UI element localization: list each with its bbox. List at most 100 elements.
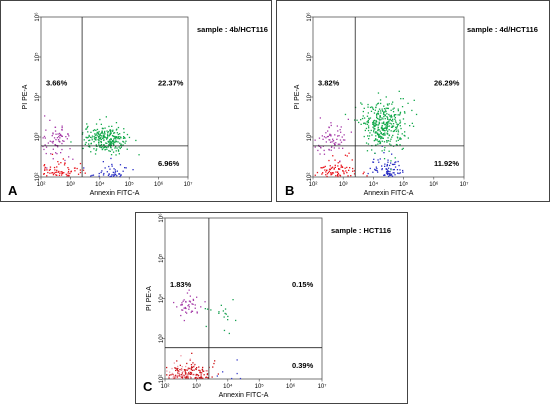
event-point xyxy=(175,367,177,369)
event-point xyxy=(231,377,233,380)
event-point xyxy=(383,105,385,107)
event-point xyxy=(395,128,397,130)
x-tick-label: 10² xyxy=(37,182,46,188)
event-point xyxy=(51,153,54,155)
event-point xyxy=(55,139,57,141)
event-point xyxy=(391,103,393,105)
event-point xyxy=(53,172,55,175)
event-point xyxy=(109,142,111,144)
event-point xyxy=(97,132,100,134)
event-point xyxy=(180,377,183,380)
event-point xyxy=(64,162,66,164)
event-point xyxy=(60,174,63,176)
event-point xyxy=(382,122,385,125)
event-point xyxy=(373,129,375,131)
event-point xyxy=(339,139,342,141)
x-tick-label: 10⁶ xyxy=(154,181,164,188)
quadrant-upper-right-percent: 26.29% xyxy=(434,78,460,87)
event-point xyxy=(378,121,380,123)
event-point xyxy=(117,136,119,138)
event-point xyxy=(43,164,46,166)
event-point xyxy=(199,371,201,374)
event-point xyxy=(108,143,110,145)
event-point xyxy=(84,172,86,174)
event-point xyxy=(379,136,381,138)
event-point xyxy=(387,173,390,175)
event-point xyxy=(319,117,321,119)
event-point xyxy=(378,129,380,131)
y-tick-label: 10⁶ xyxy=(306,12,313,22)
event-point xyxy=(186,362,188,365)
event-point xyxy=(177,367,179,370)
event-point xyxy=(196,312,198,314)
event-point xyxy=(391,136,393,138)
event-point xyxy=(325,132,327,134)
event-point xyxy=(360,119,362,121)
event-point xyxy=(110,143,112,146)
event-point xyxy=(381,133,383,136)
event-point xyxy=(344,154,347,156)
event-point xyxy=(96,128,99,131)
event-point xyxy=(102,137,104,139)
event-point xyxy=(338,147,340,149)
event-point xyxy=(103,136,105,139)
event-point xyxy=(351,159,353,161)
event-point xyxy=(337,174,339,176)
event-point xyxy=(378,136,380,138)
event-point xyxy=(399,121,402,123)
event-point xyxy=(103,144,105,146)
event-point xyxy=(389,174,391,177)
x-tick-label: 10⁷ xyxy=(318,383,327,390)
event-point xyxy=(102,174,105,176)
event-point xyxy=(99,138,101,140)
event-point xyxy=(402,118,405,120)
event-point xyxy=(107,145,109,148)
event-point xyxy=(367,121,369,123)
y-tick-label: 10⁵ xyxy=(306,52,313,62)
event-point xyxy=(364,122,366,124)
event-point xyxy=(90,175,92,177)
event-point xyxy=(400,138,402,140)
event-point xyxy=(108,140,110,142)
event-point xyxy=(188,308,190,310)
event-point xyxy=(379,99,382,101)
event-point xyxy=(101,148,104,150)
event-point xyxy=(82,169,85,171)
event-point xyxy=(52,140,54,142)
event-point xyxy=(211,376,213,378)
event-point xyxy=(387,159,389,161)
event-point xyxy=(119,164,122,166)
event-point xyxy=(190,372,193,374)
event-point xyxy=(98,137,100,139)
event-point xyxy=(64,159,66,162)
event-point xyxy=(369,167,371,170)
event-point xyxy=(111,140,114,143)
event-point xyxy=(85,128,87,130)
event-point xyxy=(334,164,336,166)
event-point xyxy=(114,169,116,171)
event-point xyxy=(389,171,391,173)
event-point xyxy=(393,130,395,132)
event-point xyxy=(116,175,118,177)
panel-label: A xyxy=(8,183,18,198)
quadrant-lower-right-percent: 6.96% xyxy=(158,159,180,168)
event-point xyxy=(98,143,100,145)
event-point xyxy=(392,163,395,166)
event-point xyxy=(183,319,185,322)
event-point xyxy=(330,149,332,151)
event-point xyxy=(337,165,339,167)
event-point xyxy=(99,134,101,136)
event-point xyxy=(114,141,117,143)
event-point xyxy=(329,172,332,174)
event-point xyxy=(110,144,112,146)
event-point xyxy=(332,140,335,142)
event-point xyxy=(321,135,323,137)
event-point xyxy=(328,126,330,129)
event-point xyxy=(46,175,48,177)
event-point xyxy=(114,136,116,138)
event-point xyxy=(190,364,193,366)
event-point xyxy=(91,174,93,177)
event-point xyxy=(362,173,364,175)
event-point xyxy=(380,137,382,139)
event-point xyxy=(384,146,386,149)
